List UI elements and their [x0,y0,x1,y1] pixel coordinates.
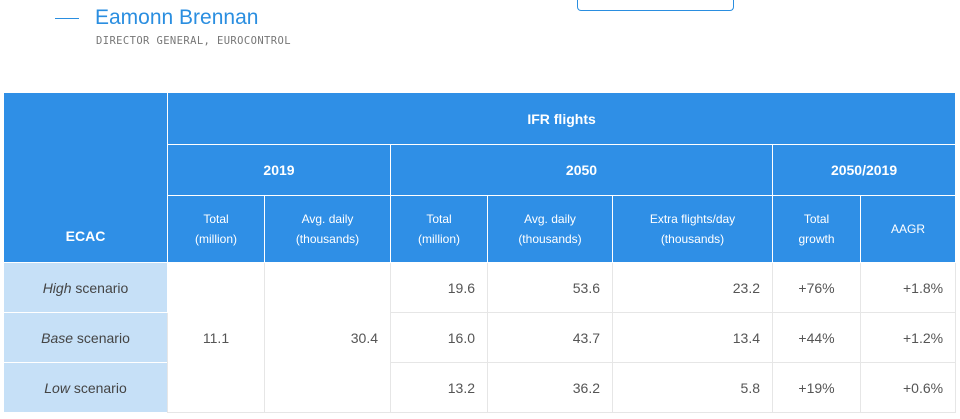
col-header-avg-daily-2050: Avg. daily (thousands) [487,195,613,263]
scenario-label-low: Low scenario [3,362,168,413]
total-growth-cell: +19% [772,362,861,413]
scenario-label-base: Base scenario [3,312,168,363]
avg-daily-2050-cell: 43.7 [487,312,613,363]
col-header-extra-flights: Extra flights/day (thousands) [612,195,773,263]
extra-flights-cell: 5.8 [612,362,773,413]
total-growth-cell: +76% [772,262,861,313]
col-header-total-2019: Total (million) [167,195,265,263]
ifr-flights-header: IFR flights [166,92,957,145]
col-header-total-2050: Total (million) [390,195,488,263]
table-row: Low scenario 13.2 36.2 5.8 +19% +0.6% [3,362,957,413]
aagr-cell: +0.6% [859,362,957,413]
avg-daily-2050-cell: 53.6 [487,262,613,313]
table-row: High scenario 11.1 30.4 19.6 53.6 23.2 +… [3,262,957,413]
scenario-label-high: High scenario [3,262,168,313]
total-2050-cell: 16.0 [390,312,488,363]
outlined-box [577,0,734,11]
author-role: DIRECTOR GENERAL, EUROCONTROL [96,35,291,47]
total-2050-cell: 13.2 [390,362,488,413]
col-header-avg-daily-2019: Avg. daily (thousands) [264,195,391,263]
table-row: Base scenario 16.0 43.7 13.4 +44% +1.2% [3,312,957,363]
ecac-header: ECAC [3,92,168,263]
period-header-2050: 2050 [390,144,773,196]
period-header-ratio: 2050/2019 [771,144,957,196]
avg-daily-2050-cell: 36.2 [487,362,613,413]
author-name: Eamonn Brennan [95,6,259,29]
quote-dash [55,18,79,19]
avg-daily-2019-cell: 30.4 [264,262,391,413]
total-2019-cell: 11.1 [167,262,265,413]
col-header-total-growth: Total growth [772,195,861,263]
aagr-cell: +1.2% [859,312,957,363]
col-header-aagr: AAGR [859,195,957,263]
ifr-flights-table: ECAC IFR flights 2019 2050 2050/2019 Tot… [3,92,957,413]
total-2050-cell: 19.6 [390,262,488,313]
extra-flights-cell: 23.2 [612,262,773,313]
extra-flights-cell: 13.4 [612,312,773,363]
total-growth-cell: +44% [772,312,861,363]
aagr-cell: +1.8% [859,262,957,313]
period-header-2019: 2019 [167,144,391,196]
